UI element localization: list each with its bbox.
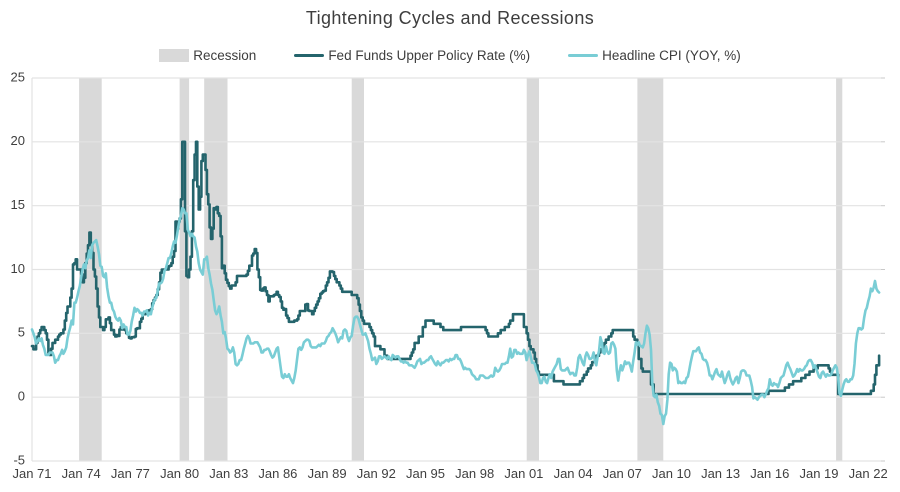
fed-funds-swatch	[294, 53, 325, 58]
x-tick-label: Jan 01	[504, 466, 543, 481]
x-tick-label: Jan 80	[160, 466, 199, 481]
x-tick-label: Jan 04	[554, 466, 593, 481]
x-tick-label: Jan 13	[701, 466, 740, 481]
cpi-swatch	[568, 53, 599, 58]
legend-label-fed-funds: Fed Funds Upper Policy Rate (%)	[328, 48, 531, 63]
x-tick-label: Jan 86	[258, 466, 297, 481]
y-tick-label: 5	[18, 325, 25, 340]
fed-funds-line	[30, 140, 881, 396]
y-tick-label: 25	[11, 69, 25, 84]
x-tick-label: Jan 07	[603, 466, 642, 481]
y-tick-label: 15	[11, 197, 25, 212]
legend: Recession Fed Funds Upper Policy Rate (%…	[0, 48, 900, 63]
legend-item-recession: Recession	[159, 48, 256, 63]
legend-item-cpi: Headline CPI (YOY, %)	[568, 48, 741, 63]
x-tick-label: Jan 16	[750, 466, 789, 481]
x-tick-label: Jan 98	[455, 466, 494, 481]
chart-title: Tightening Cycles and Recessions	[305, 8, 595, 28]
y-tick-label: 20	[11, 133, 25, 148]
x-tick-label: Jan 89	[308, 466, 347, 481]
legend-label-cpi: Headline CPI (YOY, %)	[602, 48, 741, 63]
x-tick-label: Jan 10	[652, 466, 691, 481]
x-tick-label: Jan 71	[12, 466, 51, 481]
x-tick-label: Jan 22	[849, 466, 888, 481]
x-tick-label: Jan 83	[209, 466, 248, 481]
x-tick-label: Jan 77	[111, 466, 150, 481]
x-tick-label: Jan 74	[62, 466, 101, 481]
cpi-line	[30, 206, 881, 426]
y-tick-label: 10	[11, 261, 25, 276]
x-tick-label: Jan 95	[406, 466, 445, 481]
legend-item-fed-funds: Fed Funds Upper Policy Rate (%)	[294, 48, 530, 63]
y-tick-label: 0	[18, 389, 25, 404]
recession-swatch	[159, 49, 190, 62]
y-tick-label: -5	[13, 452, 25, 467]
legend-label-recession: Recession	[193, 48, 257, 63]
x-tick-label: Jan 19	[799, 466, 838, 481]
x-tick-label: Jan 92	[357, 466, 396, 481]
